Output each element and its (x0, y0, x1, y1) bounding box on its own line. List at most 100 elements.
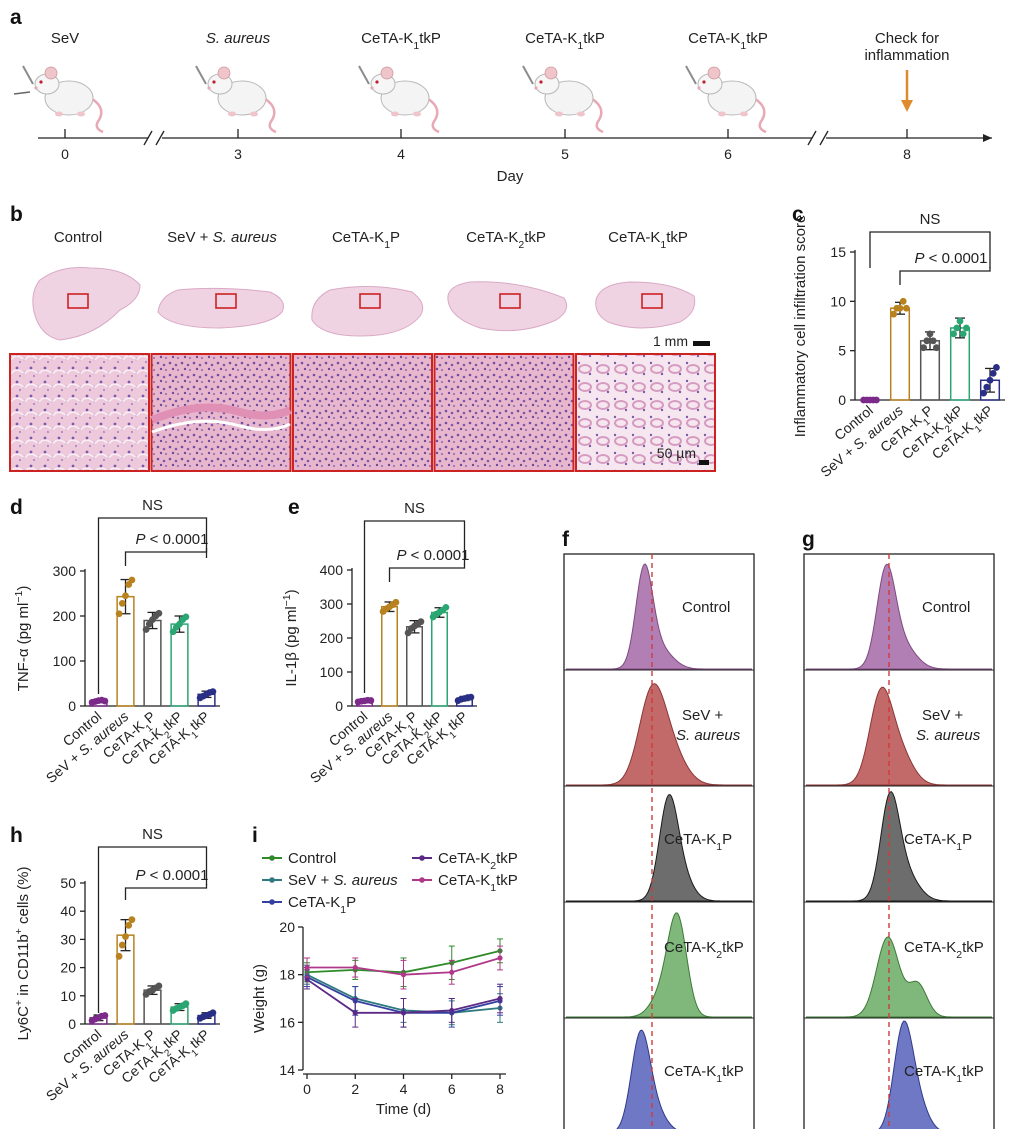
data-point (392, 598, 400, 606)
label-part: CeTA-K (438, 872, 490, 889)
histology-zoom-panel (292, 353, 433, 472)
data-point (920, 344, 927, 352)
data-point (209, 1009, 217, 1017)
mouse-nose (370, 86, 374, 90)
panel-label-b: b (10, 203, 23, 226)
mouse-icon (685, 65, 767, 134)
data-point (400, 972, 407, 978)
data-point (933, 344, 940, 352)
label-italic: S. aureus (916, 727, 981, 744)
data-point (118, 600, 126, 607)
legend-swatch-dot (269, 877, 275, 883)
y-tick-label: 0 (68, 698, 76, 714)
mouse-foot (577, 111, 585, 117)
label-part: tkP (970, 402, 996, 427)
zoom-box (641, 293, 663, 309)
label-superscript: + (13, 928, 25, 934)
p-value-annotation: P < 0.0001 (915, 250, 988, 267)
label-part: P (722, 831, 732, 848)
label-italic: S. aureus (206, 30, 271, 47)
histology-zoom-panel (575, 353, 716, 472)
label-part: tkP (962, 1063, 984, 1080)
y-tick-label: 16 (279, 1014, 295, 1030)
x-tick-label: 8 (496, 1081, 504, 1097)
label-part: tkP (746, 30, 768, 47)
y-tick-label: 300 (53, 563, 77, 579)
histology-group-label: SeV + S. aureus (167, 229, 277, 246)
panel-c-chart: c 0 5 10 15 Inflammatory cell infiltration sc… (792, 203, 1005, 480)
p-rest: < 0.0001 (146, 531, 209, 548)
pipette-mark (13, 91, 31, 95)
p-value-annotation: P < 0.0001 (136, 867, 209, 884)
y-axis-label: IL-1β (pg ml−1) (281, 589, 300, 686)
p-bracket (899, 267, 991, 285)
data-point (417, 618, 425, 626)
label-part: CeTA-K (664, 939, 716, 956)
x-axis-label: Time (d) (376, 1101, 431, 1118)
x-tick-label: 0 (303, 1081, 311, 1097)
histogram (806, 936, 992, 1018)
histogram (566, 912, 752, 1018)
label-part: CeTA-K (525, 30, 577, 47)
data-point (101, 697, 109, 705)
histogram (566, 683, 752, 786)
label-part: CeTA-K (904, 1063, 956, 1080)
data-point (986, 376, 994, 384)
data-point (304, 964, 310, 971)
lung-section (447, 281, 568, 332)
panel-label-c: c (792, 203, 804, 226)
label-subscript: 1 (740, 40, 746, 52)
p-italic: P (136, 531, 146, 548)
data-point (953, 324, 961, 332)
p-italic: P (915, 250, 925, 267)
histogram (566, 563, 752, 670)
mouse-nose (697, 86, 701, 90)
y-tick-label: 200 (53, 608, 77, 624)
panel-label-f: f (562, 528, 570, 551)
y-tick-label: 400 (320, 562, 344, 578)
label-part: CeTA-K (466, 229, 518, 246)
label-part: CeTA-K (664, 1063, 716, 1080)
y-tick-label: 0 (838, 392, 846, 408)
label-subscript: 1 (973, 423, 984, 435)
ns-annotation: NS (920, 211, 941, 228)
mouse-foot (555, 111, 563, 117)
p-bracket (124, 884, 208, 900)
label-superscript: −1 (13, 591, 25, 603)
y-axis-label: TNF-α (pg ml−1) (13, 586, 32, 692)
label-part: tkP (962, 939, 984, 956)
y-tick-label: 10 (830, 293, 846, 309)
mouse-ear (380, 66, 394, 80)
data-point (352, 964, 358, 971)
scale-label-50um: 50 µm (657, 445, 696, 461)
label-part: P (403, 708, 420, 726)
label-part: in CD11b (15, 934, 32, 1000)
event-label: SeV (51, 30, 79, 47)
label-part: P (962, 831, 972, 848)
label-part: tkP (496, 872, 518, 889)
p-rest: < 0.0001 (407, 547, 470, 564)
ns-bracket (363, 520, 466, 693)
scale-label-1mm: 1 mm (653, 333, 688, 349)
label-subscript: 2 (490, 860, 496, 872)
legend-label: CeTA-K1tkP (438, 872, 518, 894)
mouse-tail (86, 94, 104, 134)
label-part: CeTA-K (288, 894, 340, 911)
bar (143, 619, 162, 707)
histogram-label: CeTA-K1tkP (664, 1063, 744, 1085)
pipette-icon (358, 65, 370, 85)
label-subscript: 1 (189, 1047, 200, 1059)
mouse-foot (391, 111, 399, 117)
axis-break-mark (819, 130, 829, 146)
y-axis-label: Weight (g) (251, 964, 268, 1033)
label-part: ) (15, 586, 32, 591)
bar (381, 605, 398, 707)
y-tick-label: 15 (830, 244, 846, 260)
panel-label-a: a (10, 6, 22, 29)
event-label: Check for (875, 30, 939, 47)
label-part: tkP (524, 229, 546, 246)
ns-bracket (869, 231, 991, 268)
